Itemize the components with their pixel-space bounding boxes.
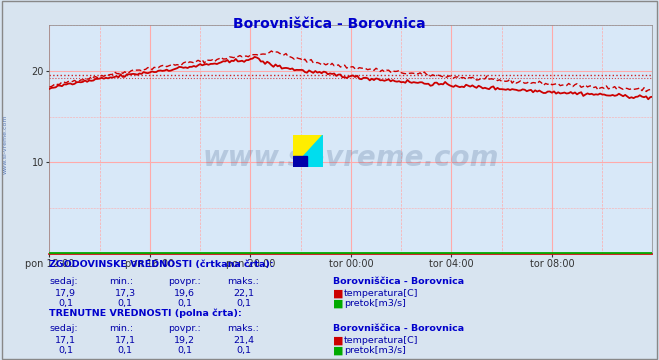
Bar: [293, 156, 306, 167]
Text: 19,6: 19,6: [174, 289, 195, 298]
Text: min.:: min.:: [109, 277, 133, 286]
Text: 22,1: 22,1: [233, 289, 254, 298]
Text: temperatura[C]: temperatura[C]: [344, 289, 418, 298]
Polygon shape: [293, 135, 323, 167]
Text: www.si-vreme.com: www.si-vreme.com: [203, 144, 499, 172]
Text: ■: ■: [333, 346, 343, 356]
Text: www.si-vreme.com: www.si-vreme.com: [3, 114, 8, 174]
Text: 0,1: 0,1: [118, 346, 132, 355]
Text: 17,1: 17,1: [55, 336, 76, 345]
Text: 21,4: 21,4: [233, 336, 254, 345]
Text: ZGODOVINSKE VREDNOSTI (črtkana črta):: ZGODOVINSKE VREDNOSTI (črtkana črta):: [49, 260, 274, 269]
Text: 0,1: 0,1: [118, 299, 132, 308]
Text: 0,1: 0,1: [177, 299, 192, 308]
Text: 19,2: 19,2: [174, 336, 195, 345]
Text: sedaj:: sedaj:: [49, 324, 78, 333]
Text: Borovniščica - Borovnica: Borovniščica - Borovnica: [233, 17, 426, 31]
Text: maks.:: maks.:: [227, 324, 259, 333]
Text: 17,3: 17,3: [115, 289, 136, 298]
Text: 0,1: 0,1: [59, 346, 73, 355]
Text: Borovniščica - Borovnica: Borovniščica - Borovnica: [333, 324, 464, 333]
Text: pretok[m3/s]: pretok[m3/s]: [344, 346, 406, 355]
Polygon shape: [293, 135, 323, 167]
Text: pretok[m3/s]: pretok[m3/s]: [344, 299, 406, 308]
Text: 0,1: 0,1: [237, 346, 251, 355]
Text: povpr.:: povpr.:: [168, 324, 201, 333]
Text: min.:: min.:: [109, 324, 133, 333]
Text: 0,1: 0,1: [237, 299, 251, 308]
Text: TRENUTNE VREDNOSTI (polna črta):: TRENUTNE VREDNOSTI (polna črta):: [49, 309, 242, 318]
Text: povpr.:: povpr.:: [168, 277, 201, 286]
Text: 0,1: 0,1: [177, 346, 192, 355]
Text: ■: ■: [333, 299, 343, 309]
Text: sedaj:: sedaj:: [49, 277, 78, 286]
Text: ■: ■: [333, 336, 343, 346]
Text: maks.:: maks.:: [227, 277, 259, 286]
Text: temperatura[C]: temperatura[C]: [344, 336, 418, 345]
Text: 17,1: 17,1: [115, 336, 136, 345]
Text: 0,1: 0,1: [59, 299, 73, 308]
Text: ■: ■: [333, 289, 343, 299]
Text: 17,9: 17,9: [55, 289, 76, 298]
Text: Borovniščica - Borovnica: Borovniščica - Borovnica: [333, 277, 464, 286]
